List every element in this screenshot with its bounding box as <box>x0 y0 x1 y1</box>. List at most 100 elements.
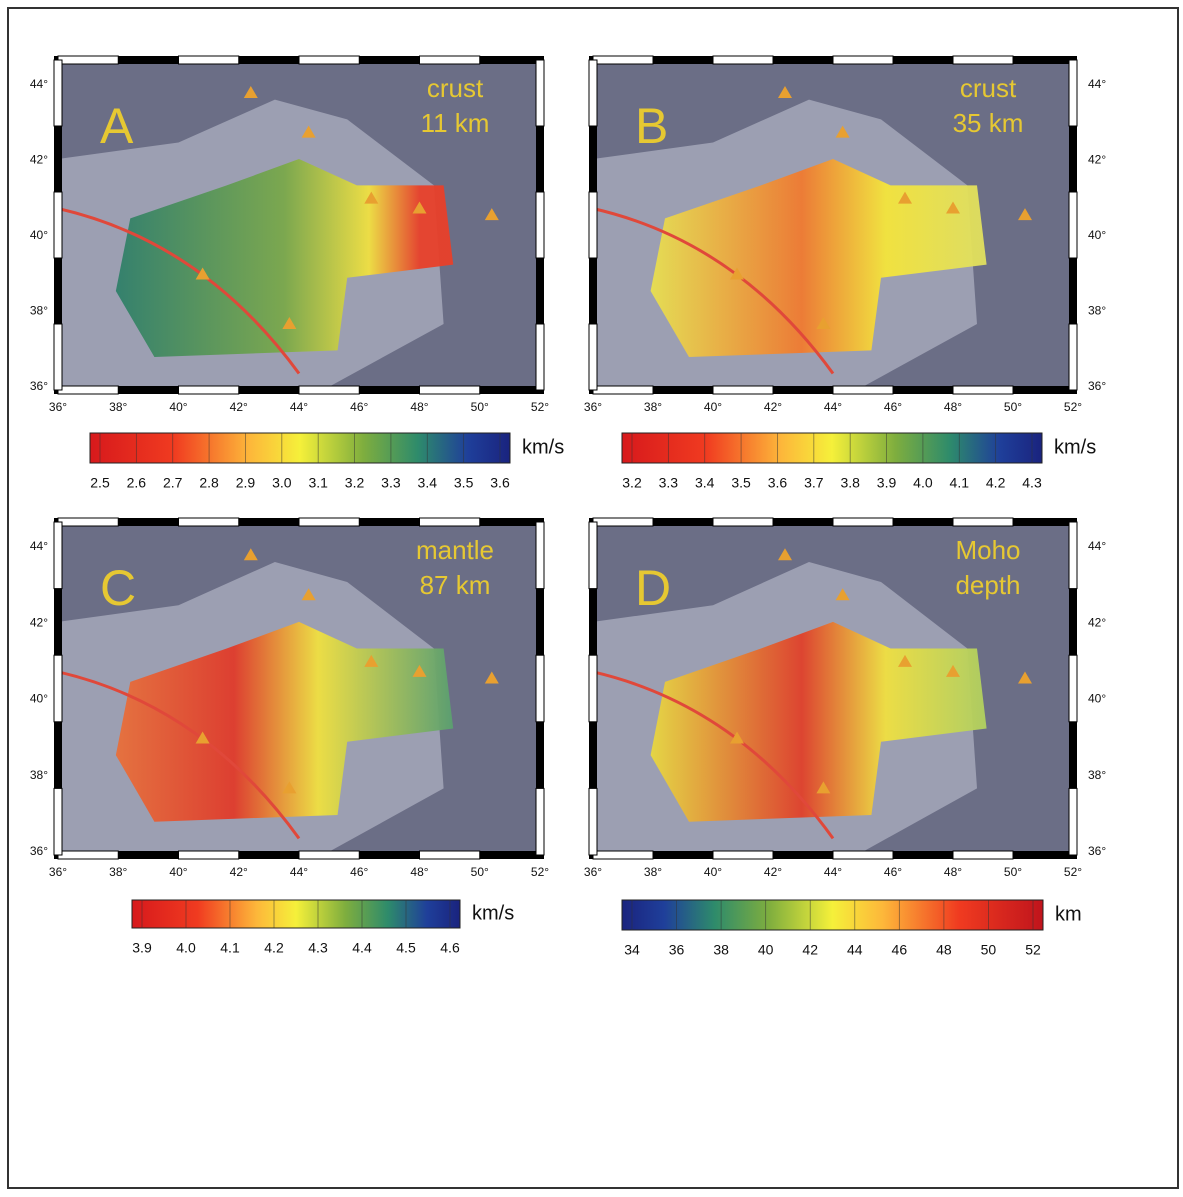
lon-tick-label: 38° <box>109 400 127 414</box>
lon-tick-label: 40° <box>704 400 722 414</box>
frame-tick <box>536 788 544 855</box>
frame-tick <box>58 386 118 394</box>
lat-tick-label: 42° <box>1088 615 1106 629</box>
lat-tick-label: 36° <box>1088 379 1106 393</box>
lat-tick-label: 44° <box>1088 539 1106 553</box>
frame-tick <box>54 192 62 258</box>
colorbar-tick-label: 40 <box>758 942 774 958</box>
frame-tick <box>589 60 597 126</box>
frame-tick <box>593 518 653 526</box>
frame-tick <box>179 56 239 64</box>
panel-label: Moho <box>955 535 1020 565</box>
lat-tick-label: 42° <box>1088 153 1106 167</box>
lon-tick-label: 44° <box>290 865 308 879</box>
frame-tick <box>589 788 597 855</box>
colorbar-tick-label: 3.3 <box>659 475 679 491</box>
frame-tick <box>299 851 359 859</box>
frame-tick <box>1069 522 1077 589</box>
colorbar-tick-label: 3.5 <box>731 475 751 491</box>
colorbar-tick-label: 3.1 <box>308 475 328 491</box>
lon-tick-label: 50° <box>1004 400 1022 414</box>
frame-tick <box>54 655 62 722</box>
frame-tick <box>593 851 653 859</box>
lon-tick-label: 36° <box>584 400 602 414</box>
frame-tick <box>299 386 359 394</box>
panel-label: depth <box>955 570 1020 600</box>
colorbar-tick-label: 3.6 <box>768 475 788 491</box>
panel-label: crust <box>960 73 1017 103</box>
colorbar-tick-label: 48 <box>936 942 952 958</box>
colorbar-tick-label: 4.4 <box>352 940 372 956</box>
lon-tick-label: 44° <box>824 400 842 414</box>
panel-label: 35 km <box>953 108 1024 138</box>
colorbar-tick-label: 3.7 <box>804 475 824 491</box>
lon-tick-label: 38° <box>644 400 662 414</box>
frame-tick <box>833 851 893 859</box>
lat-tick-label: 38° <box>1088 304 1106 318</box>
lon-tick-label: 40° <box>169 865 187 879</box>
colorbar-tick-label: 4.0 <box>176 940 196 956</box>
lon-tick-label: 46° <box>884 865 902 879</box>
lat-tick-label: 36° <box>1088 844 1106 858</box>
colorbar-tick-label: 4.1 <box>220 940 240 956</box>
lon-tick-label: 42° <box>764 400 782 414</box>
frame-tick <box>1069 788 1077 855</box>
lon-tick-label: 52° <box>1064 400 1082 414</box>
colorbar <box>622 433 1042 463</box>
frame-tick <box>536 60 544 126</box>
frame-tick <box>54 522 62 589</box>
colorbar-tick-label: 38 <box>713 942 729 958</box>
frame-tick <box>953 56 1013 64</box>
colorbar <box>90 433 510 463</box>
lon-tick-label: 46° <box>884 400 902 414</box>
panel-letter: B <box>635 98 668 154</box>
lon-tick-label: 48° <box>944 400 962 414</box>
lon-tick-label: 52° <box>1064 865 1082 879</box>
panel-label: mantle <box>416 535 494 565</box>
frame-tick <box>589 655 597 722</box>
frame-tick <box>536 522 544 589</box>
lon-tick-label: 38° <box>644 865 662 879</box>
figure: Acrust11 km36°38°40°42°44°46°48°50°52°44… <box>0 0 1183 1192</box>
lon-tick-label: 36° <box>49 865 67 879</box>
frame-tick <box>833 386 893 394</box>
colorbar-tick-label: 4.2 <box>986 475 1006 491</box>
colorbar-tick-label: 34 <box>624 942 640 958</box>
colorbar <box>622 900 1043 930</box>
frame-tick <box>420 851 480 859</box>
lat-tick-label: 40° <box>30 692 48 706</box>
colorbar-tick-label: 4.2 <box>264 940 284 956</box>
colorbar-tick-label: 2.6 <box>127 475 147 491</box>
lon-tick-label: 42° <box>230 865 248 879</box>
frame-tick <box>299 518 359 526</box>
colorbar-tick-label: 50 <box>981 942 997 958</box>
frame-tick <box>536 192 544 258</box>
lon-tick-label: 36° <box>49 400 67 414</box>
frame-tick <box>833 518 893 526</box>
colorbar-tick-label: 2.5 <box>90 475 110 491</box>
frame-tick <box>713 851 773 859</box>
panel-letter: C <box>100 560 136 616</box>
colorbar-tick-label: 3.0 <box>272 475 292 491</box>
lon-tick-label: 46° <box>350 400 368 414</box>
frame-tick <box>58 851 118 859</box>
colorbar-unit: km/s <box>1054 436 1096 458</box>
colorbar-tick-label: 3.3 <box>381 475 401 491</box>
colorbar <box>132 900 460 928</box>
frame-tick <box>833 56 893 64</box>
frame-tick <box>953 851 1013 859</box>
lon-tick-label: 48° <box>410 865 428 879</box>
lat-tick-label: 36° <box>30 379 48 393</box>
frame-tick <box>1069 324 1077 390</box>
frame-tick <box>58 56 118 64</box>
frame-tick <box>593 56 653 64</box>
lon-tick-label: 44° <box>290 400 308 414</box>
frame-tick <box>593 386 653 394</box>
lat-tick-label: 44° <box>1088 77 1106 91</box>
frame-tick <box>54 324 62 390</box>
lat-tick-label: 44° <box>30 77 48 91</box>
colorbar-tick-label: 4.0 <box>913 475 933 491</box>
lon-tick-label: 46° <box>350 865 368 879</box>
colorbar-tick-label: 2.8 <box>199 475 219 491</box>
colorbar-tick-label: 3.4 <box>418 475 438 491</box>
